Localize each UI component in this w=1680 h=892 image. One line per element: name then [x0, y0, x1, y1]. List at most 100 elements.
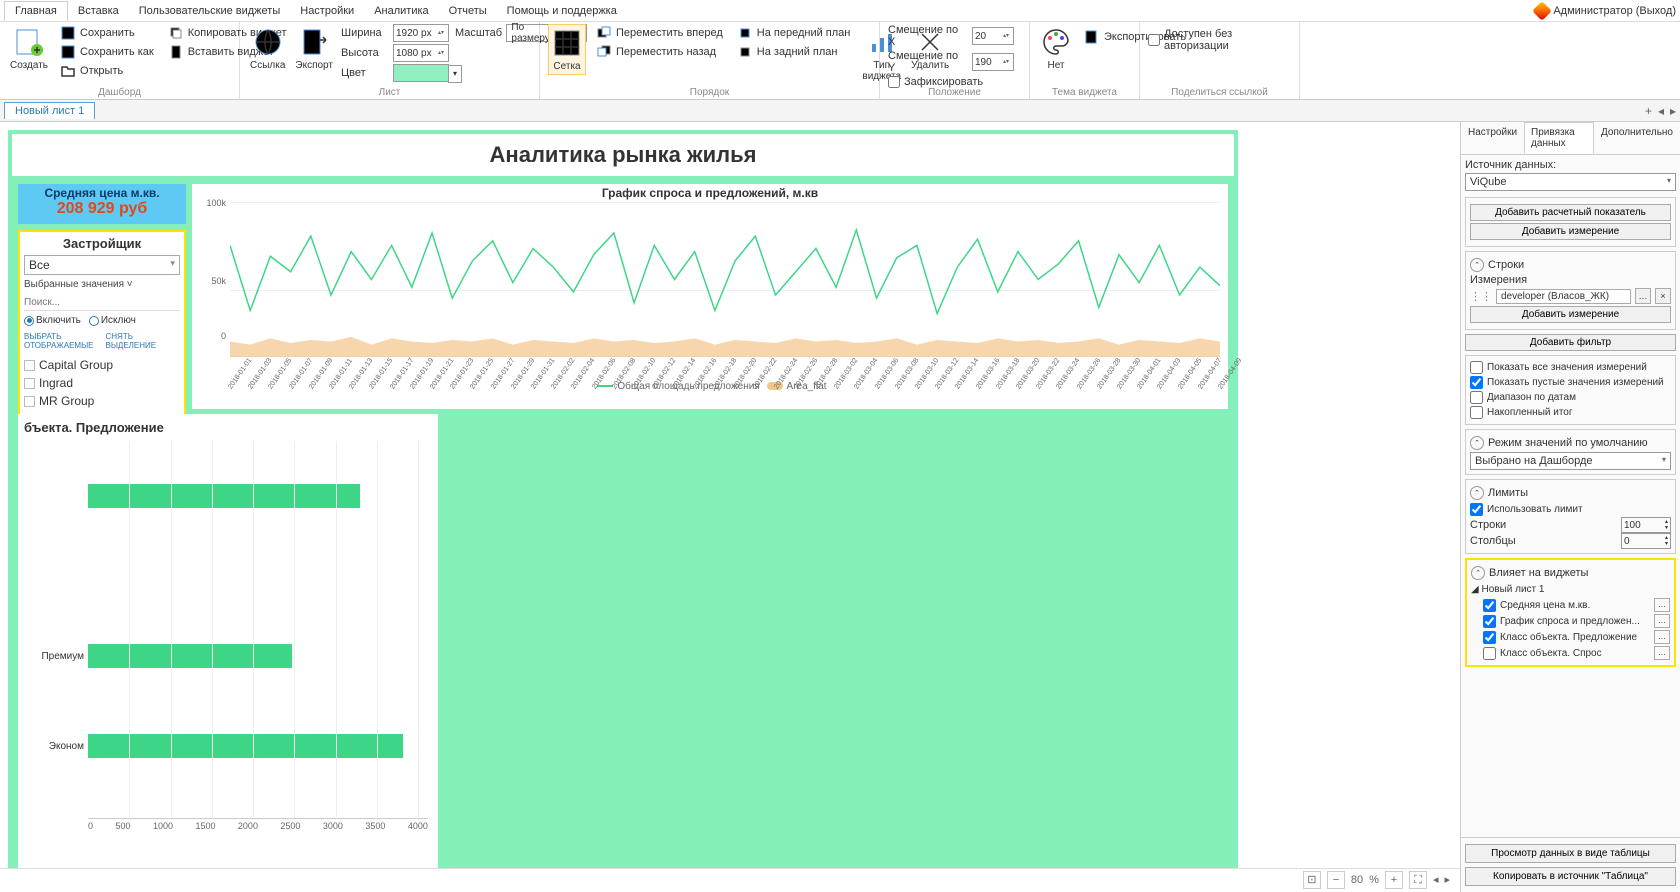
- exclude-radio[interactable]: Исключ: [89, 315, 136, 326]
- zoom-bar: ⊡ − 80 % + ⛶ ◂ ▸: [0, 868, 1460, 890]
- filter-item[interactable]: Ingrad: [24, 374, 180, 392]
- dashboard: Аналитика рынка жилья Средняя цена м.кв.…: [8, 130, 1238, 870]
- side-tab-settings[interactable]: Настройки: [1461, 122, 1524, 154]
- sheet-tab-1[interactable]: Новый лист 1: [4, 102, 95, 119]
- cumulative-checkbox[interactable]: [1470, 406, 1483, 419]
- menu-tab-reports[interactable]: Отчеты: [439, 2, 497, 20]
- dim-options-button[interactable]: …: [1635, 288, 1651, 304]
- offset-x-input[interactable]: 20▴▾: [972, 27, 1014, 45]
- menu-tab-analytics[interactable]: Аналитика: [364, 2, 438, 20]
- side-tab-more[interactable]: Дополнительно: [1594, 122, 1680, 154]
- bar-x-tick: 2000: [238, 821, 258, 831]
- clear-selection-link[interactable]: СНЯТЬ ВЫДЕЛЕНИЕ: [106, 332, 157, 350]
- rows-header[interactable]: Строки: [1470, 256, 1671, 274]
- no-auth-checkbox[interactable]: [1148, 34, 1160, 46]
- add-calc-button[interactable]: Добавить расчетный показатель: [1470, 204, 1671, 221]
- add-sheet-button[interactable]: +: [1645, 104, 1652, 118]
- affects-item[interactable]: График спроса и предложен...…: [1471, 613, 1670, 629]
- date-range-checkbox[interactable]: [1470, 391, 1483, 404]
- zoom-unit: %: [1369, 874, 1379, 886]
- user-link[interactable]: Администратор (Выход): [1553, 5, 1676, 17]
- create-button[interactable]: Создать: [8, 24, 50, 73]
- bring-front-button[interactable]: На передний план: [733, 24, 855, 42]
- menu-tab-main[interactable]: Главная: [4, 1, 68, 21]
- limits-header[interactable]: Лимиты: [1470, 484, 1671, 502]
- sheet-tabs: Новый лист 1 + ◂ ▸: [0, 100, 1680, 122]
- menu-bar: Главная Вставка Пользовательские виджеты…: [0, 0, 1680, 22]
- send-back-button[interactable]: На задний план: [733, 43, 855, 61]
- canvas[interactable]: Аналитика рынка жилья Средняя цена м.кв.…: [0, 122, 1460, 892]
- dim-remove-button[interactable]: ×: [1655, 288, 1671, 304]
- save-as-button[interactable]: Сохранить как: [56, 43, 158, 61]
- dashboard-title: Аналитика рынка жилья: [12, 134, 1234, 176]
- bar-x-tick: 4000: [408, 821, 428, 831]
- bar-x-tick: 3500: [365, 821, 385, 831]
- include-radio[interactable]: Включить: [24, 315, 81, 326]
- export-button[interactable]: Экспорт: [293, 24, 335, 73]
- move-forward-button[interactable]: Переместить вперед: [592, 24, 727, 42]
- menu-tab-custom[interactable]: Пользовательские виджеты: [129, 2, 290, 20]
- affects-item[interactable]: Класс объекта. Предложение…: [1471, 629, 1670, 645]
- filter-search-input[interactable]: [24, 295, 180, 311]
- filter-selected-toggle[interactable]: Выбранные значения ˅: [24, 279, 180, 290]
- line-chart-title: График спроса и предложений, м.кв: [192, 184, 1228, 202]
- color-label: Цвет: [341, 67, 389, 79]
- y-tick: 50k: [211, 276, 226, 286]
- zoom-out-button[interactable]: −: [1327, 871, 1345, 889]
- bar-x-tick: 1000: [153, 821, 173, 831]
- sheet-color-picker[interactable]: [393, 64, 449, 82]
- filter-item[interactable]: MR Group: [24, 392, 180, 410]
- copy-source-button[interactable]: Копировать в источник "Таблица": [1465, 867, 1676, 886]
- bar-chart-widget[interactable]: бъекта. Предложение 05001000150020002500…: [18, 414, 438, 869]
- menu-tab-insert[interactable]: Вставка: [68, 2, 129, 20]
- scroll-right-button[interactable]: ▸: [1444, 873, 1450, 886]
- open-button[interactable]: Открыть: [56, 62, 158, 80]
- affects-header[interactable]: Влияет на виджеты: [1471, 564, 1670, 582]
- next-sheet-button[interactable]: ▸: [1670, 104, 1676, 118]
- filter-all-select[interactable]: Все: [24, 255, 180, 275]
- add-dim-button-2[interactable]: Добавить измерение: [1470, 306, 1671, 323]
- use-limit-checkbox[interactable]: [1470, 503, 1483, 516]
- menu-tab-settings[interactable]: Настройки: [290, 2, 364, 20]
- line-chart-widget[interactable]: График спроса и предложений, м.кв 100k 5…: [192, 184, 1228, 409]
- kpi-label: Средняя цена м.кв.: [20, 186, 184, 200]
- default-mode-header[interactable]: Режим значений по умолчанию: [1470, 434, 1671, 452]
- add-filter-button[interactable]: Добавить фильтр: [1465, 334, 1676, 351]
- source-select[interactable]: ViQube: [1465, 173, 1676, 191]
- order-group-label: Порядок: [540, 87, 879, 98]
- zoom-actual-icon[interactable]: ⛶: [1409, 871, 1427, 889]
- show-all-dim-checkbox[interactable]: [1470, 361, 1483, 374]
- kpi-widget[interactable]: Средняя цена м.кв. 208 929 руб: [18, 184, 186, 224]
- link-button[interactable]: Ссылка: [248, 24, 287, 73]
- affects-item[interactable]: Средняя цена м.кв.…: [1471, 597, 1670, 613]
- offset-y-input[interactable]: 190▴▾: [972, 53, 1014, 71]
- show-empty-dim-checkbox[interactable]: [1470, 376, 1483, 389]
- affects-item[interactable]: Класс объекта. Спрос…: [1471, 645, 1670, 661]
- filter-item[interactable]: Capital Group: [24, 356, 180, 374]
- zoom-in-button[interactable]: +: [1385, 871, 1403, 889]
- default-mode-select[interactable]: Выбрано на Дашборде: [1470, 452, 1671, 470]
- select-shown-link[interactable]: ВЫБРАТЬ ОТОБРАЖАЕМЫЕ: [24, 332, 94, 350]
- prev-sheet-button[interactable]: ◂: [1658, 104, 1664, 118]
- width-label: Ширина: [341, 27, 389, 39]
- source-label: Источник данных:: [1465, 159, 1676, 171]
- add-dim-button-1[interactable]: Добавить измерение: [1470, 223, 1671, 240]
- width-input[interactable]: 1920 px▴▾: [393, 24, 449, 42]
- save-button[interactable]: Сохранить: [56, 24, 158, 42]
- rows-limit-input[interactable]: 100▴▾: [1621, 517, 1671, 533]
- side-tab-binding[interactable]: Привязка данных: [1524, 122, 1594, 154]
- dimension-pill[interactable]: developer (Власов_ЖК): [1496, 289, 1631, 304]
- theme-button[interactable]: Нет: [1038, 24, 1074, 73]
- scroll-left-button[interactable]: ◂: [1433, 873, 1439, 886]
- ribbon: Создать Сохранить Сохранить как Открыть …: [0, 22, 1680, 100]
- grid-button[interactable]: Сетка: [548, 24, 586, 75]
- bar-chart-title: бъекта. Предложение: [18, 414, 438, 441]
- view-table-button[interactable]: Просмотр данных в виде таблицы: [1465, 844, 1676, 863]
- bar-x-tick: 3000: [323, 821, 343, 831]
- bar-x-tick: 500: [115, 821, 130, 831]
- cols-limit-input[interactable]: 0▴▾: [1621, 533, 1671, 549]
- move-back-button[interactable]: Переместить назад: [592, 43, 727, 61]
- height-input[interactable]: 1080 px▴▾: [393, 44, 449, 62]
- menu-tab-help[interactable]: Помощь и поддержка: [497, 2, 627, 20]
- zoom-fit-icon[interactable]: ⊡: [1303, 871, 1321, 889]
